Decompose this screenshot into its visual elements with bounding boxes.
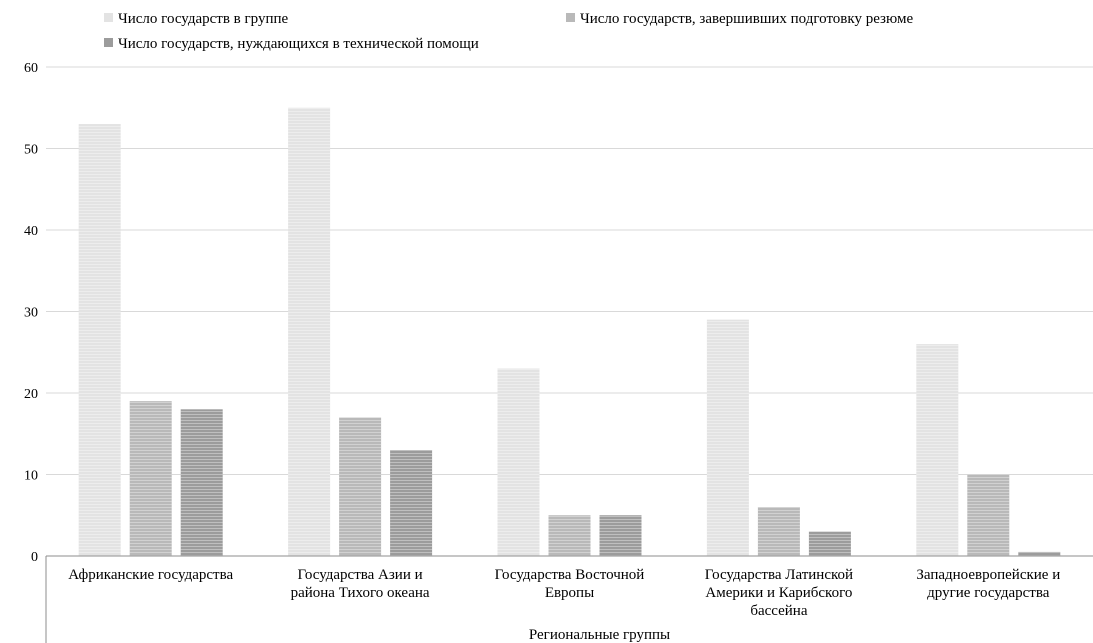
x-category-label: Западноевропейские и другие государства — [916, 567, 1060, 601]
bar-texture — [78, 124, 121, 557]
bar-texture — [1018, 551, 1061, 556]
x-category-label: Государства Азии и района Тихого океана — [291, 567, 430, 601]
x-category-label: Государства Латинской Америки и Карибског… — [705, 567, 853, 619]
y-tick-label: 60 — [24, 61, 38, 76]
legend-swatch-summary-completed — [566, 13, 575, 22]
bar-texture — [497, 368, 540, 556]
bar-texture — [599, 515, 642, 556]
legend-label-technical-assistance: Число государств, нуждающихся в техничес… — [118, 36, 479, 52]
bar-texture — [757, 507, 800, 556]
bar-texture — [339, 417, 382, 556]
y-tick-label: 50 — [24, 143, 38, 158]
bar-texture — [180, 409, 223, 556]
legend-item-group-count: Число государств в группе — [104, 10, 288, 28]
x-category-label: Африканские государства — [68, 567, 233, 583]
y-tick-label: 20 — [24, 387, 38, 402]
y-tick-label: 0 — [31, 550, 38, 565]
legend-label-group-count: Число государств в группе — [118, 11, 289, 27]
bar-texture — [548, 515, 591, 556]
bar-texture — [916, 344, 959, 556]
bar-texture — [808, 531, 851, 556]
bar-texture — [706, 319, 749, 556]
legend-swatch-technical-assistance — [104, 38, 113, 47]
x-axis-title: Региональные группы — [529, 627, 670, 643]
bar-texture — [390, 450, 433, 556]
legend-item-summary-completed: Число государств, завершивших подготовку… — [566, 10, 913, 28]
y-tick-label: 40 — [24, 224, 38, 239]
legend-item-technical-assistance: Число государств, нуждающихся в техничес… — [104, 35, 479, 53]
bar-texture — [288, 107, 331, 556]
legend-label-summary-completed: Число государств, завершивших подготовку… — [580, 11, 914, 27]
y-tick-label: 10 — [24, 469, 38, 484]
bar-texture — [129, 401, 172, 556]
y-tick-label: 30 — [24, 306, 38, 321]
bar-texture — [967, 474, 1010, 556]
x-category-label: Государства Восточной Европы — [495, 567, 645, 601]
legend-swatch-group-count — [104, 13, 113, 22]
